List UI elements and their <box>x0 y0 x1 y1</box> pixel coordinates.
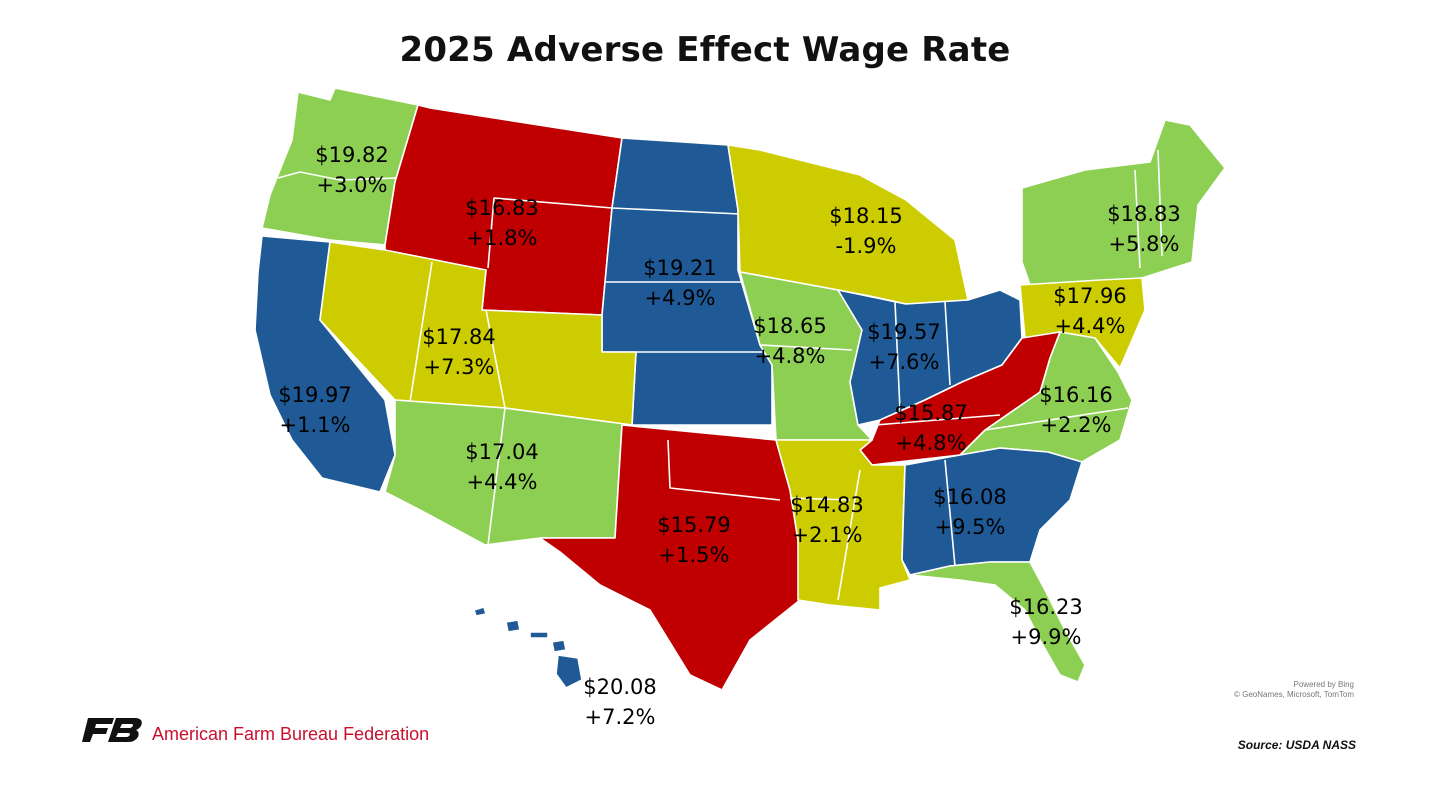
wage-change: +1.1% <box>279 413 351 437</box>
label-northeast-two: $17.96 +4.4% <box>1053 281 1126 341</box>
state-border-mt-wy <box>487 197 613 269</box>
map-title: 2025 Adverse Effect Wage Rate <box>399 30 1011 70</box>
state-border-nv-ut-co <box>409 261 506 409</box>
wage-value: $16.23 <box>1009 595 1083 619</box>
farm-bureau-logo <box>82 718 142 742</box>
wage-value: $17.84 <box>422 325 496 349</box>
state-border-ok-tx <box>667 439 781 501</box>
wage-change: +1.5% <box>658 543 730 567</box>
wage-change: +4.9% <box>644 286 716 310</box>
wage-change: +7.6% <box>868 350 940 374</box>
source-note: Source: USDA NASS <box>1237 738 1356 752</box>
state-border-wa-or <box>277 171 399 181</box>
wage-change: +7.2% <box>584 705 656 729</box>
label-lake: $18.15 -1.9% <box>829 201 902 261</box>
wage-change: +4.8% <box>754 344 826 368</box>
organization-name: American Farm Bureau Federation <box>152 724 430 744</box>
label-florida: $16.23 +9.9% <box>1009 592 1082 652</box>
label-california: $19.97 +1.1% <box>278 380 351 440</box>
label-mountain-central: $17.84 +7.3% <box>422 322 495 382</box>
wage-value: $19.21 <box>643 256 717 280</box>
state-border-ky-tn <box>874 414 1001 426</box>
wage-value: $18.83 <box>1107 202 1181 226</box>
region-delta[interactable] <box>775 439 911 611</box>
wage-value: $16.16 <box>1039 383 1113 407</box>
hawaii-island-maui <box>551 639 567 653</box>
logo-mark-left <box>82 718 114 742</box>
state-border-il-in-oh <box>894 301 951 411</box>
label-pacific-northwest: $19.82 +3.0% <box>315 140 388 200</box>
wage-value: $20.08 <box>583 675 657 699</box>
region-mountain-central[interactable] <box>319 241 637 426</box>
wage-change: +2.2% <box>1040 413 1112 437</box>
state-border-ar-la-ms <box>789 469 861 601</box>
label-appalachian-one: $16.16 +2.2% <box>1039 380 1112 440</box>
wage-value: $14.83 <box>790 493 864 517</box>
label-hawaii: $20.08 +7.2% <box>583 672 656 732</box>
wage-value: $18.15 <box>829 204 903 228</box>
wage-value: $17.04 <box>465 440 539 464</box>
wage-change: +5.8% <box>1108 232 1180 256</box>
wage-change: +9.9% <box>1010 625 1082 649</box>
hawaii-island-big <box>555 654 583 689</box>
logo-mark-right <box>108 718 142 742</box>
region-florida[interactable] <box>909 561 1086 683</box>
state-border-plains <box>606 207 770 353</box>
wage-change: -1.9% <box>835 234 897 258</box>
label-delta: $14.83 +2.1% <box>790 490 863 550</box>
wage-change: +1.8% <box>466 226 538 250</box>
label-cornbelt-two: $18.65 +4.8% <box>753 311 826 371</box>
state-border-va-nc <box>984 407 1129 431</box>
wage-value: $16.08 <box>933 485 1007 509</box>
hawaii-island-molokai <box>529 631 549 639</box>
wage-change: +4.4% <box>1054 314 1126 338</box>
wage-value: $18.65 <box>753 314 827 338</box>
powered-by-text: Powered by Bing <box>1293 680 1354 689</box>
label-northeast-one: $18.83 +5.8% <box>1107 199 1180 259</box>
label-appalachian-two: $15.87 +4.8% <box>894 398 967 458</box>
label-cornbelt-one: $19.57 +7.6% <box>867 317 940 377</box>
wage-value: $15.79 <box>657 513 731 537</box>
wage-change: +4.8% <box>895 431 967 455</box>
wage-change: +9.5% <box>934 515 1006 539</box>
state-border-ia-mo <box>759 344 853 351</box>
wage-change: +7.3% <box>423 355 495 379</box>
region-hawaii[interactable] <box>473 606 583 689</box>
wage-value: $19.82 <box>315 143 389 167</box>
wage-value: $17.96 <box>1053 284 1127 308</box>
label-northern-plains: $19.21 +4.9% <box>643 253 716 313</box>
wage-change: +2.1% <box>791 523 863 547</box>
state-border-al-ga <box>944 459 956 567</box>
label-southern-plains: $15.79 +1.5% <box>657 510 730 570</box>
state-border-ny-nh <box>1134 149 1163 269</box>
state-border-az-nm <box>487 407 506 546</box>
wage-change: +4.4% <box>466 470 538 494</box>
label-southeast: $16.08 +9.5% <box>933 482 1006 542</box>
wage-value: $19.57 <box>867 320 941 344</box>
wage-value: $19.97 <box>278 383 352 407</box>
label-mountain-southern: $17.04 +4.4% <box>465 437 538 497</box>
hawaii-island-oahu <box>505 619 521 633</box>
hawaii-island-kauai <box>473 606 487 617</box>
credits-text: © GeoNames, Microsoft, TomTom <box>1234 690 1354 699</box>
wage-value: $15.87 <box>894 401 968 425</box>
wage-value: $16.83 <box>465 196 539 220</box>
label-mountain-northern: $16.83 +1.8% <box>465 193 538 253</box>
map-attribution: Powered by Bing © GeoNames, Microsoft, T… <box>1180 680 1354 700</box>
wage-change: +3.0% <box>316 173 388 197</box>
